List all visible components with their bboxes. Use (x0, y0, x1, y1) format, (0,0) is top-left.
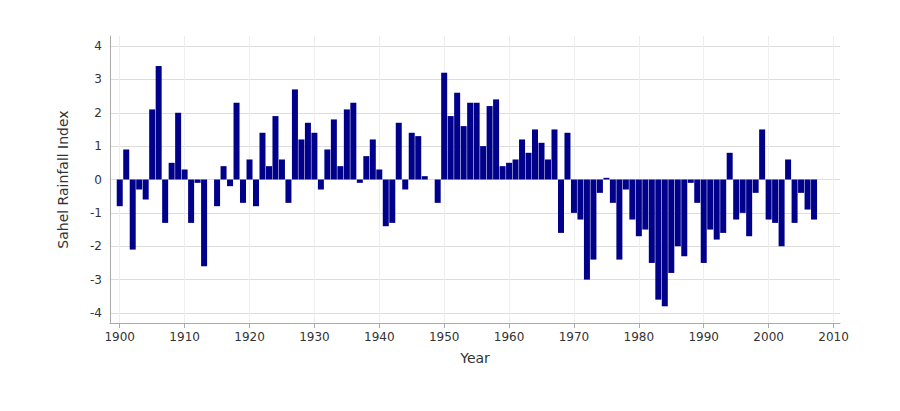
svg-text:0: 0 (94, 173, 102, 187)
svg-text:1970: 1970 (559, 330, 590, 344)
svg-text:2010: 2010 (818, 330, 849, 344)
svg-text:1940: 1940 (364, 330, 395, 344)
svg-text:1930: 1930 (299, 330, 330, 344)
svg-text:1920: 1920 (234, 330, 265, 344)
svg-text:-4: -4 (90, 306, 102, 320)
svg-text:1960: 1960 (494, 330, 525, 344)
svg-text:Year: Year (459, 350, 490, 366)
svg-text:-1: -1 (90, 206, 102, 220)
svg-text:1910: 1910 (169, 330, 200, 344)
svg-text:Sahel Rainfall Index: Sahel Rainfall Index (55, 110, 71, 248)
svg-text:1950: 1950 (429, 330, 460, 344)
svg-text:2: 2 (94, 106, 102, 120)
svg-text:1: 1 (94, 139, 102, 153)
svg-text:-3: -3 (90, 273, 102, 287)
svg-text:4: 4 (94, 39, 102, 53)
svg-text:1900: 1900 (104, 330, 135, 344)
svg-text:1980: 1980 (624, 330, 655, 344)
svg-text:1990: 1990 (688, 330, 719, 344)
svg-text:-2: -2 (90, 239, 102, 253)
svg-text:2000: 2000 (753, 330, 784, 344)
svg-text:3: 3 (94, 72, 102, 86)
